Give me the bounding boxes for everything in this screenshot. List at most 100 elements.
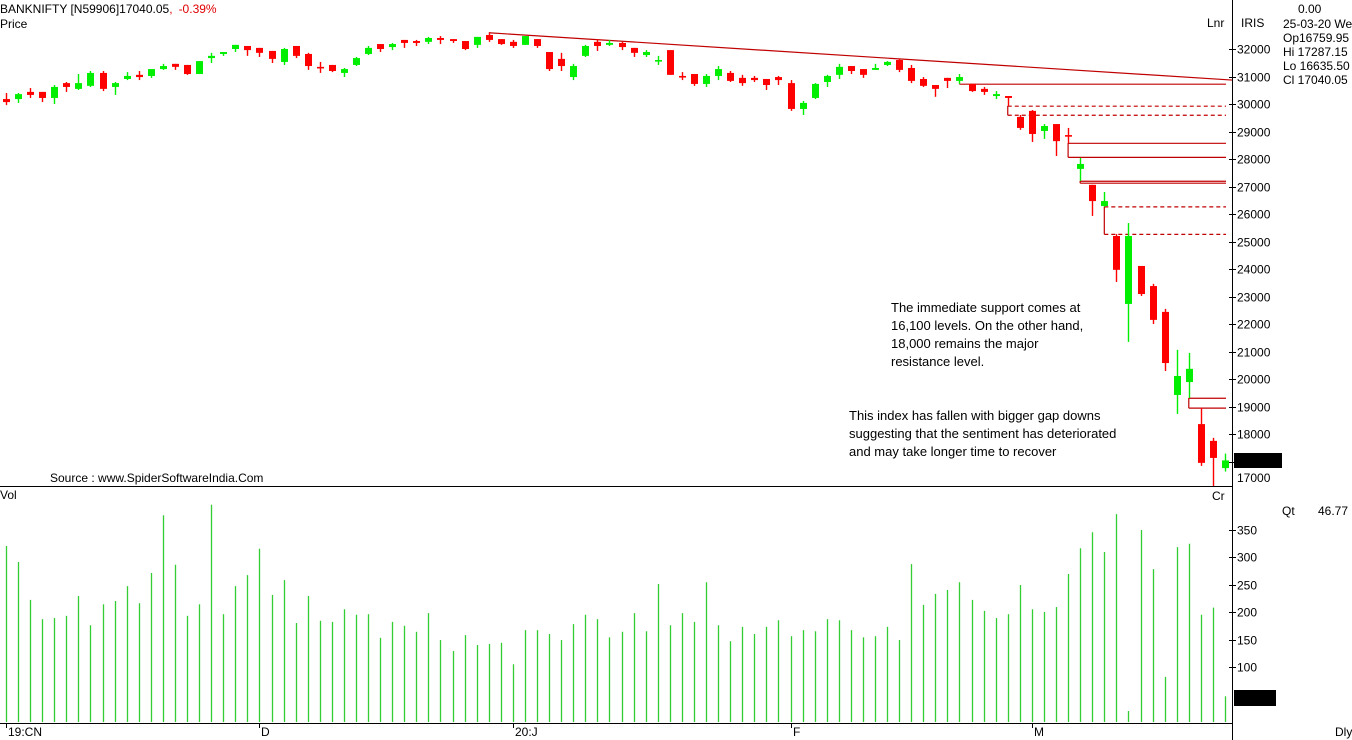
symbol-quote: BANKNIFTY [N59906]17040.05	[0, 2, 170, 16]
candle-down	[413, 39, 420, 46]
candle-up	[353, 56, 360, 67]
candle-body	[667, 50, 674, 75]
price-tick-label: 17000	[1237, 471, 1271, 485]
candle-down	[751, 75, 758, 82]
candle-up	[993, 91, 1000, 100]
candle-body	[848, 66, 855, 71]
time-tick-label: D	[261, 725, 270, 739]
candle-up	[160, 63, 167, 70]
candle-body	[353, 58, 360, 65]
last-price-tag: 17040.0	[1236, 454, 1280, 468]
candle-down	[1113, 234, 1120, 282]
candle-body	[944, 77, 951, 81]
candle-up	[112, 82, 119, 95]
candle-down	[981, 86, 988, 95]
last-price-tag-bg	[1234, 453, 1282, 468]
price-tick-label: 18000	[1237, 428, 1271, 442]
candle-up	[1186, 352, 1193, 398]
candle-body	[1005, 96, 1012, 98]
candle-down	[462, 41, 469, 51]
candle-body	[751, 77, 758, 81]
candle-up	[655, 55, 662, 65]
periodicity-label[interactable]: Dly	[1335, 725, 1352, 739]
annotation-line: 16,100 levels. On the other hand,	[891, 318, 1083, 333]
qt-value: 46.77	[1318, 504, 1348, 518]
candle-body	[317, 66, 324, 69]
candle-body	[1186, 368, 1193, 383]
candle-body	[800, 102, 807, 109]
candle-down	[594, 39, 601, 51]
candle-body	[643, 52, 650, 56]
candle-up	[51, 85, 58, 104]
volume-tick-label: 100	[1237, 661, 1257, 675]
volume-tick-label: 350	[1237, 524, 1257, 538]
candle-down	[534, 39, 541, 48]
time-tick-label: M	[1034, 725, 1044, 739]
candle-body	[401, 39, 408, 43]
candle-body	[232, 44, 239, 49]
candle-body	[1101, 201, 1108, 207]
annotation-line: The immediate support comes at	[891, 300, 1081, 315]
candle-up	[703, 74, 710, 87]
candle-down	[1029, 110, 1036, 142]
price-tick-label: 26000	[1237, 208, 1271, 222]
last-volume-tag: 46.77	[1236, 691, 1266, 705]
candle-down	[184, 64, 191, 75]
level-lines	[488, 32, 1233, 409]
candle-down	[401, 39, 408, 48]
candle-up	[824, 74, 831, 87]
candle-body	[1125, 236, 1132, 304]
candle-body	[956, 77, 963, 81]
last-volume-tag-bg	[1234, 690, 1276, 706]
candle-body	[269, 50, 276, 59]
scale-label[interactable]: Lnr	[1207, 16, 1224, 30]
candle-body	[606, 42, 613, 45]
info-open: Op16759.95	[1283, 31, 1349, 45]
candle-down	[1053, 124, 1060, 156]
candle-body	[896, 60, 903, 70]
candle-body	[594, 41, 601, 46]
candle-body	[474, 36, 481, 45]
candle-down	[860, 69, 867, 78]
candle-body	[703, 75, 710, 84]
candle-body	[425, 38, 432, 42]
candle-down	[244, 45, 251, 56]
candle-down	[437, 36, 444, 45]
candle-body	[15, 94, 22, 100]
info-value: 0.00	[1298, 2, 1322, 16]
candle-up	[425, 36, 432, 45]
candle-down	[317, 61, 324, 73]
candle-body	[148, 69, 155, 76]
candle-down	[896, 58, 903, 73]
candle-body	[27, 91, 34, 95]
price-tick-label: 31000	[1237, 71, 1271, 85]
candle-body	[51, 86, 58, 98]
price-tick-label: 19000	[1237, 401, 1271, 415]
candle-body	[920, 78, 927, 86]
qt-label: Qt	[1282, 504, 1295, 518]
candle-body	[341, 69, 348, 73]
candle-body	[1053, 124, 1060, 142]
candle-body	[860, 69, 867, 75]
candle-up	[836, 63, 843, 79]
candle-body	[293, 45, 300, 56]
time-tick-label: F	[793, 725, 800, 739]
candle-up	[1041, 124, 1048, 139]
candle-down	[1065, 127, 1072, 144]
candle-body	[969, 83, 976, 92]
candle-down	[172, 63, 179, 70]
candle-down	[944, 77, 951, 89]
study-label[interactable]: IRIS	[1241, 16, 1264, 30]
candle-body	[3, 99, 10, 103]
candle-body	[160, 66, 167, 70]
volume-tick-label: 250	[1237, 579, 1257, 593]
candle-down	[377, 44, 384, 53]
time-tick-label: 19:CN	[8, 725, 42, 739]
candle-down	[969, 83, 976, 92]
annotation-line: This index has fallen with bigger gap do…	[849, 408, 1101, 423]
candle-up	[1174, 349, 1181, 414]
candle-down	[1150, 283, 1157, 324]
candle-body	[655, 60, 662, 62]
price-tick-label: 23000	[1237, 291, 1271, 305]
